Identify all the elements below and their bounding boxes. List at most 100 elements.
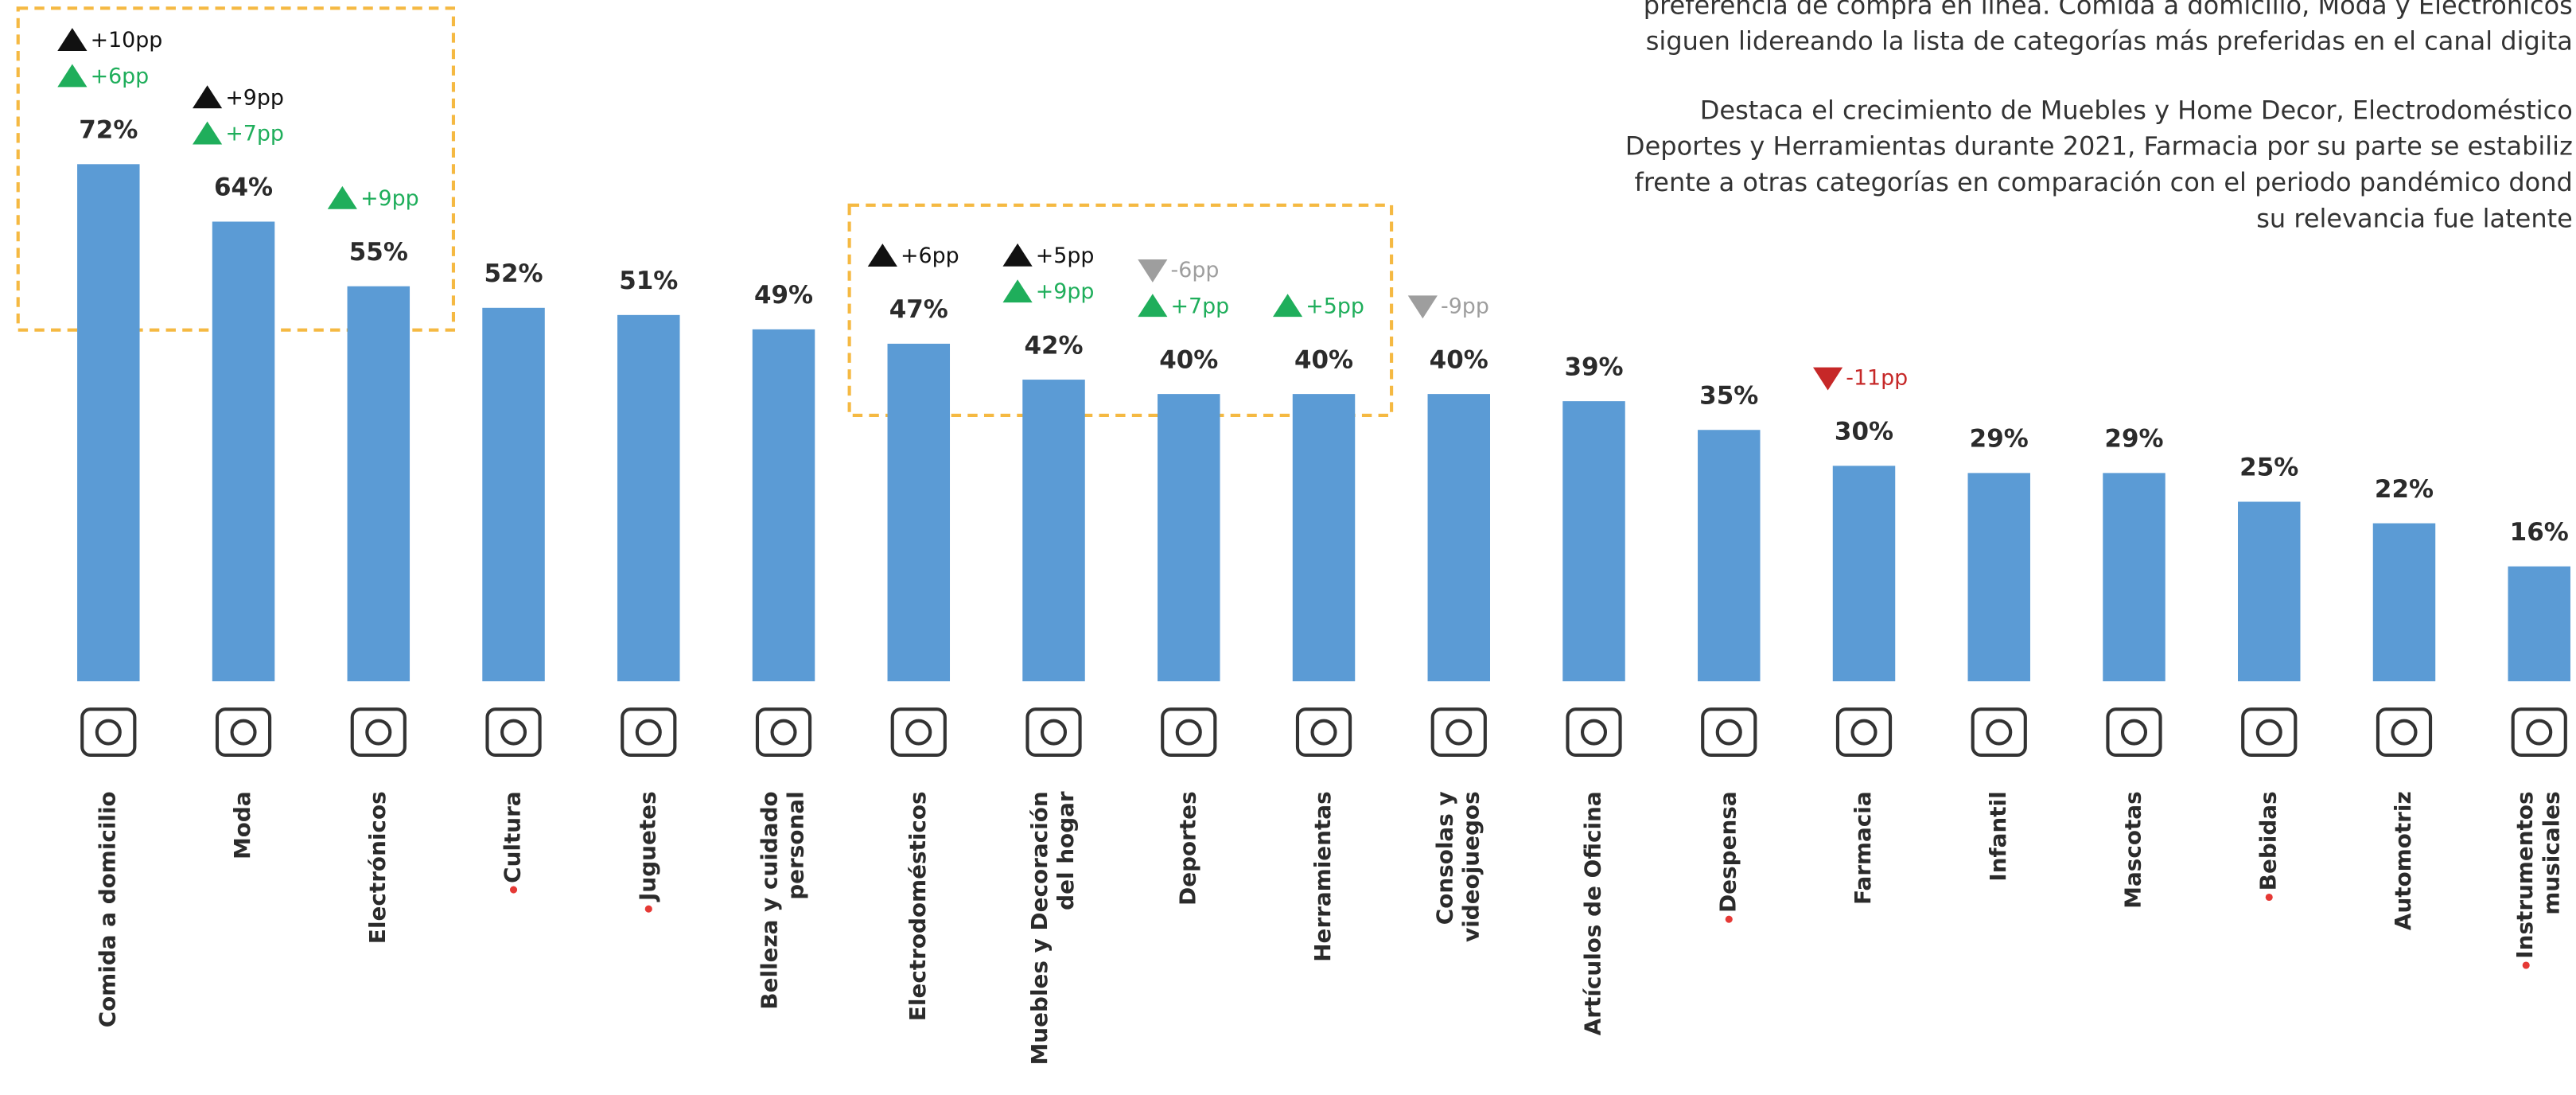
category-label: Moda	[229, 791, 255, 859]
bar	[1158, 394, 1220, 682]
paragraph-line: frente a otras categorías en comparación…	[1635, 167, 2573, 197]
category-icon	[485, 707, 542, 758]
category-label-line: Instrumentos	[2512, 791, 2538, 958]
bar	[2508, 566, 2570, 682]
category-icon	[1430, 707, 1487, 758]
category-icon	[1566, 707, 1622, 758]
change-arrow	[1138, 294, 1168, 318]
category-label-line: videojuegos	[1457, 791, 1484, 942]
change-label: +6pp	[91, 64, 150, 88]
value-label: 29%	[2104, 425, 2163, 454]
bar	[1427, 394, 1491, 682]
change-label: +7pp	[225, 122, 284, 146]
category-label: Artículos de Oficina	[1580, 791, 1606, 1035]
paragraph-line: siguen lidereando la lista de categorías…	[1646, 26, 2573, 57]
change-arrow	[867, 244, 897, 267]
category-marker	[509, 886, 518, 894]
category-icon	[2511, 707, 2567, 758]
change-label: -9pp	[1441, 294, 1489, 318]
value-label: 47%	[889, 295, 948, 324]
category-label: Consolas yvideojuegos	[1431, 791, 1484, 942]
icon-shape	[2391, 719, 2418, 746]
value-label: 64%	[214, 173, 273, 202]
category-label-line: Consolas y	[1431, 791, 1457, 925]
category-icon	[1295, 707, 1352, 758]
bar	[2238, 501, 2301, 682]
category-label: Mascotas	[2119, 791, 2146, 908]
icon-shape	[230, 719, 257, 746]
paragraph-line: preferencia de compra en línea. Comida a…	[1644, 0, 2573, 20]
icon-shape	[1175, 719, 1202, 746]
icon-shape	[2376, 707, 2433, 758]
category-icon	[1971, 707, 2027, 758]
icon-shape	[1161, 707, 1217, 758]
category-label-line: personal	[783, 791, 809, 899]
category-label: Muebles y Decoracióndel hogar	[1026, 791, 1079, 1065]
icon-shape	[2255, 719, 2282, 746]
icon-shape	[80, 707, 137, 758]
value-label: 55%	[349, 238, 408, 267]
change-arrow	[327, 185, 357, 209]
icon-shape	[1715, 719, 1742, 746]
value-label: 42%	[1024, 331, 1083, 360]
value-label: 49%	[754, 281, 813, 310]
change-label: -6pp	[1171, 258, 1220, 283]
category-label: Automotriz	[2390, 791, 2416, 930]
bar	[752, 329, 815, 682]
icon-shape	[500, 719, 527, 746]
icon-shape	[770, 719, 797, 746]
highlight-box	[847, 203, 1394, 417]
category-marker	[2522, 961, 2530, 969]
category-icon	[1701, 707, 1757, 758]
value-label: 35%	[1699, 381, 1758, 410]
category-icon	[2241, 707, 2298, 758]
change-label: +9pp	[360, 186, 419, 211]
category-label: Cultura	[500, 791, 526, 883]
category-label: Belleza y cuidadopersonal	[756, 791, 808, 1009]
change-label: +6pp	[901, 244, 959, 268]
bar	[1967, 473, 2030, 682]
change-arrow	[57, 64, 88, 88]
value-label: 29%	[1970, 425, 2029, 454]
bar	[77, 164, 140, 682]
icon-shape	[621, 707, 677, 758]
icon-shape	[755, 707, 812, 758]
paragraph-line: Deportes y Herramientas durante 2021, Fa…	[1625, 131, 2573, 162]
icon-shape	[2526, 719, 2553, 746]
category-label-line: Muebles y Decoración	[1026, 791, 1053, 1065]
category-label-line: del hogar	[1053, 791, 1079, 910]
icon-shape	[1971, 707, 2027, 758]
change-arrow	[1138, 259, 1168, 283]
value-label: 40%	[1294, 345, 1353, 374]
category-label: Deportes	[1174, 791, 1200, 906]
category-label: Infantil	[1985, 791, 2011, 881]
category-icon	[350, 707, 407, 758]
category-label: Instrumentosmusicales	[2512, 791, 2564, 958]
category-icon	[621, 707, 677, 758]
change-label: -11pp	[1846, 366, 1908, 391]
icon-shape	[1446, 719, 1473, 746]
change-label: +9pp	[225, 85, 284, 110]
change-arrow	[1407, 295, 1438, 319]
paragraph-line: su relevancia fue latente	[2256, 203, 2573, 233]
bar	[212, 221, 275, 682]
category-label-line: Belleza y cuidado	[756, 791, 782, 1009]
bar	[482, 307, 545, 682]
icon-shape	[1835, 707, 1893, 758]
icon-shape	[2241, 707, 2298, 758]
bar	[1022, 380, 1085, 682]
icon-shape	[2106, 707, 2162, 758]
change-arrow	[1002, 243, 1033, 267]
category-label: Juguetes	[634, 791, 660, 902]
value-label: 22%	[2375, 475, 2434, 504]
category-label-line: musicales	[2538, 791, 2564, 914]
change-arrow	[1812, 367, 1843, 391]
icon-shape	[2120, 719, 2148, 746]
change-arrow	[57, 28, 88, 51]
bar	[1832, 466, 1896, 682]
change-label: +5pp	[1036, 244, 1095, 268]
icon-shape	[890, 707, 947, 758]
icon-shape	[905, 719, 932, 746]
change-label: +9pp	[1036, 279, 1095, 304]
category-icon	[1025, 707, 1082, 758]
